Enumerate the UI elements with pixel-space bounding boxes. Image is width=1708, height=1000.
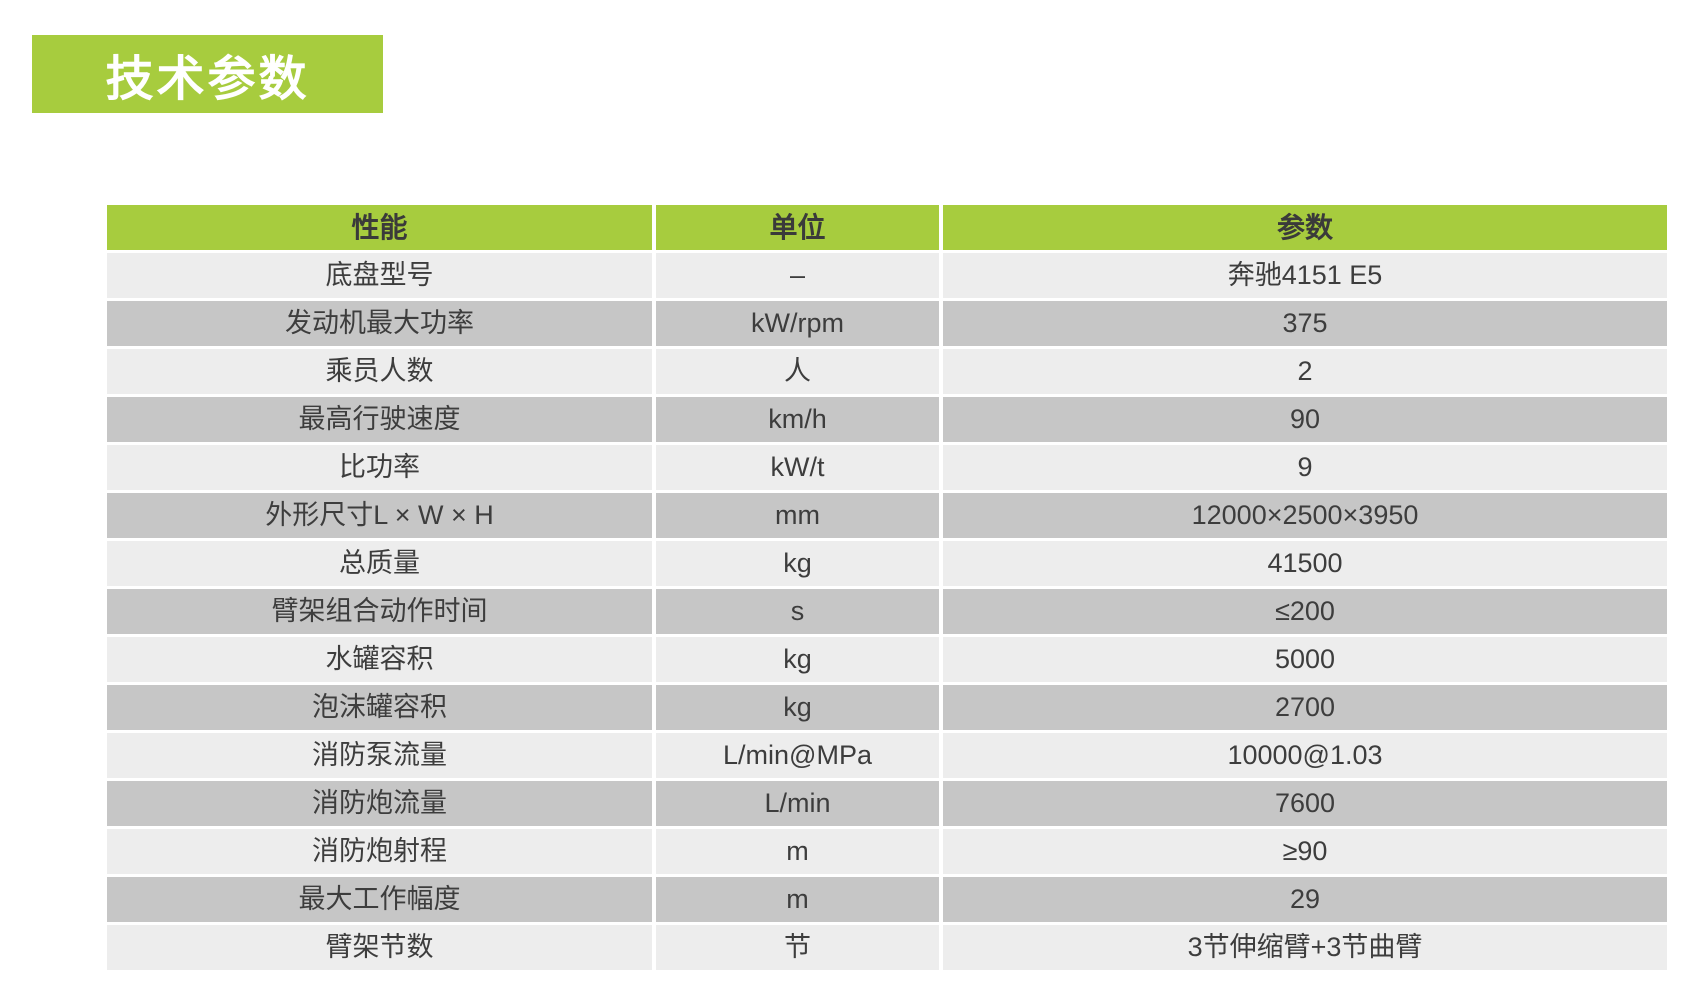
page-title: 技术参数 bbox=[32, 35, 383, 113]
table-row: 外形尺寸L × W × H mm 12000×2500×3950 bbox=[107, 493, 1667, 538]
spec-value-cell: 90 bbox=[943, 397, 1667, 442]
spec-value-cell: 9 bbox=[943, 445, 1667, 490]
table-row: 乘员人数 人 2 bbox=[107, 349, 1667, 394]
spec-unit-cell: L/min@MPa bbox=[656, 733, 939, 778]
table-row: 泡沫罐容积 kg 2700 bbox=[107, 685, 1667, 730]
table-row: 臂架组合动作时间 s ≤200 bbox=[107, 589, 1667, 634]
spec-value-cell: 2700 bbox=[943, 685, 1667, 730]
spec-name-cell: 消防泵流量 bbox=[107, 733, 652, 778]
header-cell-unit: 单位 bbox=[656, 205, 939, 250]
table-row: 比功率 kW/t 9 bbox=[107, 445, 1667, 490]
spec-value-cell: 10000@1.03 bbox=[943, 733, 1667, 778]
spec-name-cell: 外形尺寸L × W × H bbox=[107, 493, 652, 538]
spec-name-cell: 乘员人数 bbox=[107, 349, 652, 394]
spec-unit-cell: – bbox=[656, 253, 939, 298]
spec-unit-cell: L/min bbox=[656, 781, 939, 826]
spec-unit-cell: km/h bbox=[656, 397, 939, 442]
spec-name-cell: 泡沫罐容积 bbox=[107, 685, 652, 730]
spec-unit-cell: kW/t bbox=[656, 445, 939, 490]
spec-unit-cell: kg bbox=[656, 637, 939, 682]
spec-value-cell: 12000×2500×3950 bbox=[943, 493, 1667, 538]
spec-name-cell: 臂架节数 bbox=[107, 925, 652, 970]
table-row: 消防泵流量 L/min@MPa 10000@1.03 bbox=[107, 733, 1667, 778]
spec-unit-cell: mm bbox=[656, 493, 939, 538]
header-cell-performance: 性能 bbox=[107, 205, 652, 250]
spec-table: 性能 单位 参数 底盘型号 – 奔驰4151 E5 发动机最大功率 kW/rpm… bbox=[107, 205, 1667, 970]
spec-value-cell: 29 bbox=[943, 877, 1667, 922]
table-row: 最大工作幅度 m 29 bbox=[107, 877, 1667, 922]
spec-value-cell: 7600 bbox=[943, 781, 1667, 826]
spec-value-cell: 375 bbox=[943, 301, 1667, 346]
table-row: 发动机最大功率 kW/rpm 375 bbox=[107, 301, 1667, 346]
spec-unit-cell: m bbox=[656, 877, 939, 922]
spec-unit-cell: kW/rpm bbox=[656, 301, 939, 346]
spec-value-cell: 5000 bbox=[943, 637, 1667, 682]
table-row: 底盘型号 – 奔驰4151 E5 bbox=[107, 253, 1667, 298]
spec-name-cell: 最大工作幅度 bbox=[107, 877, 652, 922]
table-row: 水罐容积 kg 5000 bbox=[107, 637, 1667, 682]
spec-name-cell: 最高行驶速度 bbox=[107, 397, 652, 442]
spec-value-cell: 奔驰4151 E5 bbox=[943, 253, 1667, 298]
spec-name-cell: 总质量 bbox=[107, 541, 652, 586]
spec-value-cell: 41500 bbox=[943, 541, 1667, 586]
spec-unit-cell: s bbox=[656, 589, 939, 634]
spec-unit-cell: kg bbox=[656, 541, 939, 586]
table-row: 消防炮射程 m ≥90 bbox=[107, 829, 1667, 874]
spec-name-cell: 臂架组合动作时间 bbox=[107, 589, 652, 634]
spec-name-cell: 比功率 bbox=[107, 445, 652, 490]
spec-value-cell: 3节伸缩臂+3节曲臂 bbox=[943, 925, 1667, 970]
table-row: 总质量 kg 41500 bbox=[107, 541, 1667, 586]
spec-name-cell: 底盘型号 bbox=[107, 253, 652, 298]
spec-name-cell: 消防炮射程 bbox=[107, 829, 652, 874]
header-cell-parameter: 参数 bbox=[943, 205, 1667, 250]
spec-value-cell: 2 bbox=[943, 349, 1667, 394]
spec-value-cell: ≥90 bbox=[943, 829, 1667, 874]
table-row: 臂架节数 节 3节伸缩臂+3节曲臂 bbox=[107, 925, 1667, 970]
spec-name-cell: 消防炮流量 bbox=[107, 781, 652, 826]
spec-unit-cell: 节 bbox=[656, 925, 939, 970]
spec-unit-cell: m bbox=[656, 829, 939, 874]
table-row: 消防炮流量 L/min 7600 bbox=[107, 781, 1667, 826]
table-header-row: 性能 单位 参数 bbox=[107, 205, 1667, 250]
spec-value-cell: ≤200 bbox=[943, 589, 1667, 634]
spec-unit-cell: 人 bbox=[656, 349, 939, 394]
spec-name-cell: 发动机最大功率 bbox=[107, 301, 652, 346]
table-row: 最高行驶速度 km/h 90 bbox=[107, 397, 1667, 442]
page-title-label: 技术参数 bbox=[105, 53, 310, 106]
spec-unit-cell: kg bbox=[656, 685, 939, 730]
spec-name-cell: 水罐容积 bbox=[107, 637, 652, 682]
